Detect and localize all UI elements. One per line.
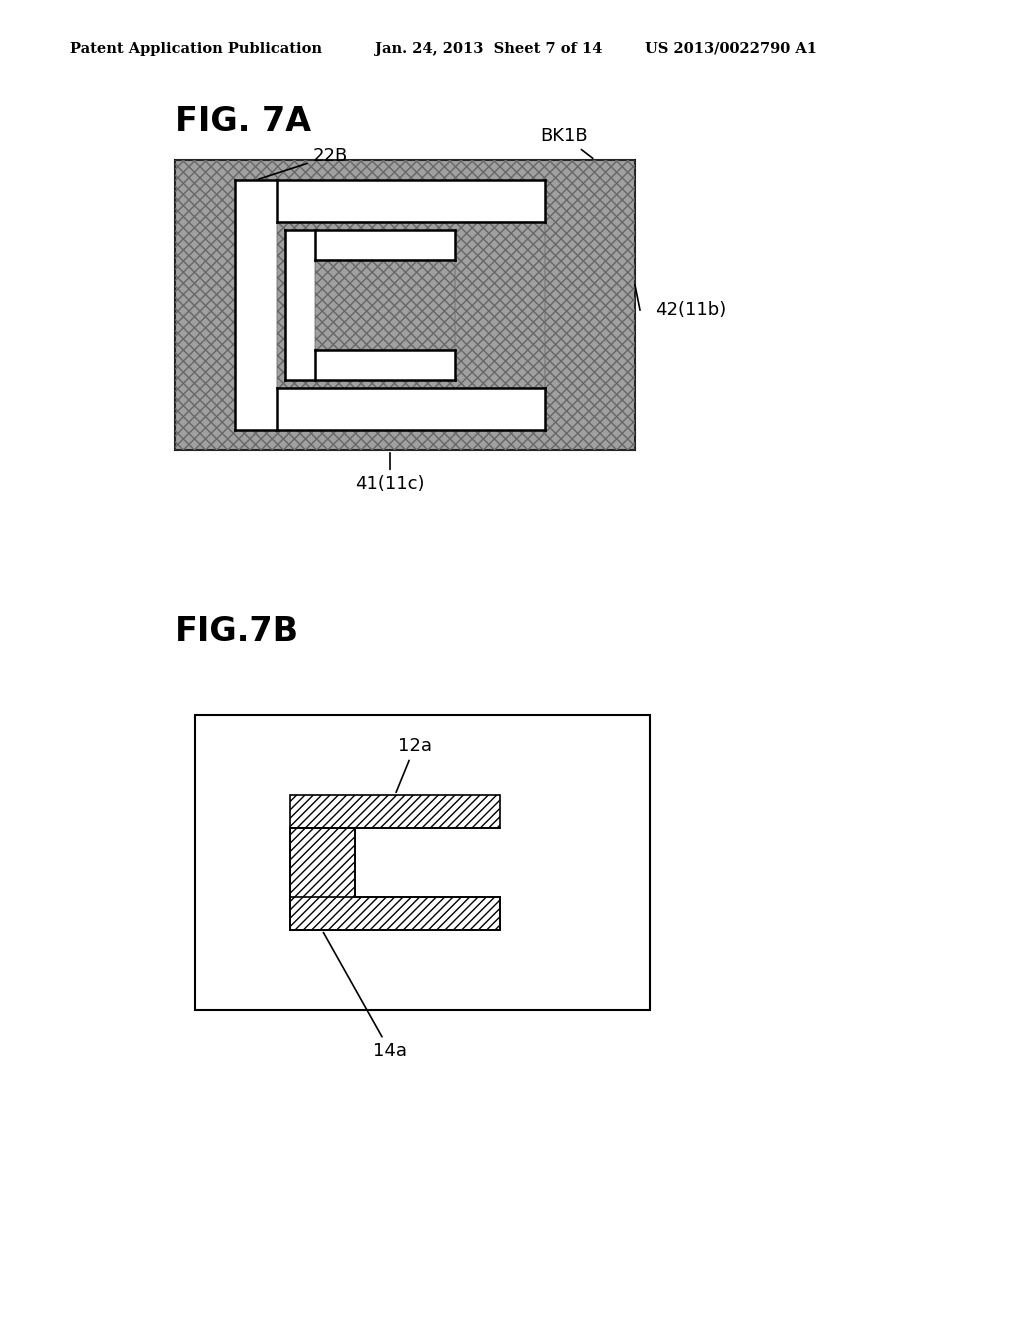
Bar bbox=[278, 222, 545, 388]
Bar bbox=[315, 260, 455, 350]
Bar bbox=[175, 160, 635, 450]
Text: Jan. 24, 2013  Sheet 7 of 14: Jan. 24, 2013 Sheet 7 of 14 bbox=[375, 42, 602, 55]
Text: 14a: 14a bbox=[324, 932, 407, 1060]
Bar bbox=[285, 230, 455, 380]
Bar bbox=[290, 828, 355, 931]
Text: BK1B: BK1B bbox=[540, 127, 593, 158]
Bar bbox=[278, 222, 545, 388]
Text: US 2013/0022790 A1: US 2013/0022790 A1 bbox=[645, 42, 817, 55]
Bar bbox=[278, 222, 545, 388]
Text: 42(11b): 42(11b) bbox=[655, 301, 726, 319]
Bar bbox=[315, 260, 455, 350]
Text: 22B: 22B bbox=[259, 147, 347, 180]
Bar bbox=[195, 715, 650, 1010]
Bar bbox=[234, 180, 545, 430]
Text: 12a: 12a bbox=[396, 737, 432, 792]
Bar bbox=[175, 160, 635, 450]
Text: FIG.7B: FIG.7B bbox=[175, 615, 299, 648]
Text: Patent Application Publication: Patent Application Publication bbox=[70, 42, 322, 55]
Text: FIG. 7A: FIG. 7A bbox=[175, 106, 311, 139]
Bar bbox=[290, 898, 500, 931]
Bar bbox=[175, 160, 635, 450]
Bar bbox=[290, 795, 500, 828]
Text: 41(11c): 41(11c) bbox=[355, 453, 425, 492]
Bar bbox=[315, 260, 455, 350]
